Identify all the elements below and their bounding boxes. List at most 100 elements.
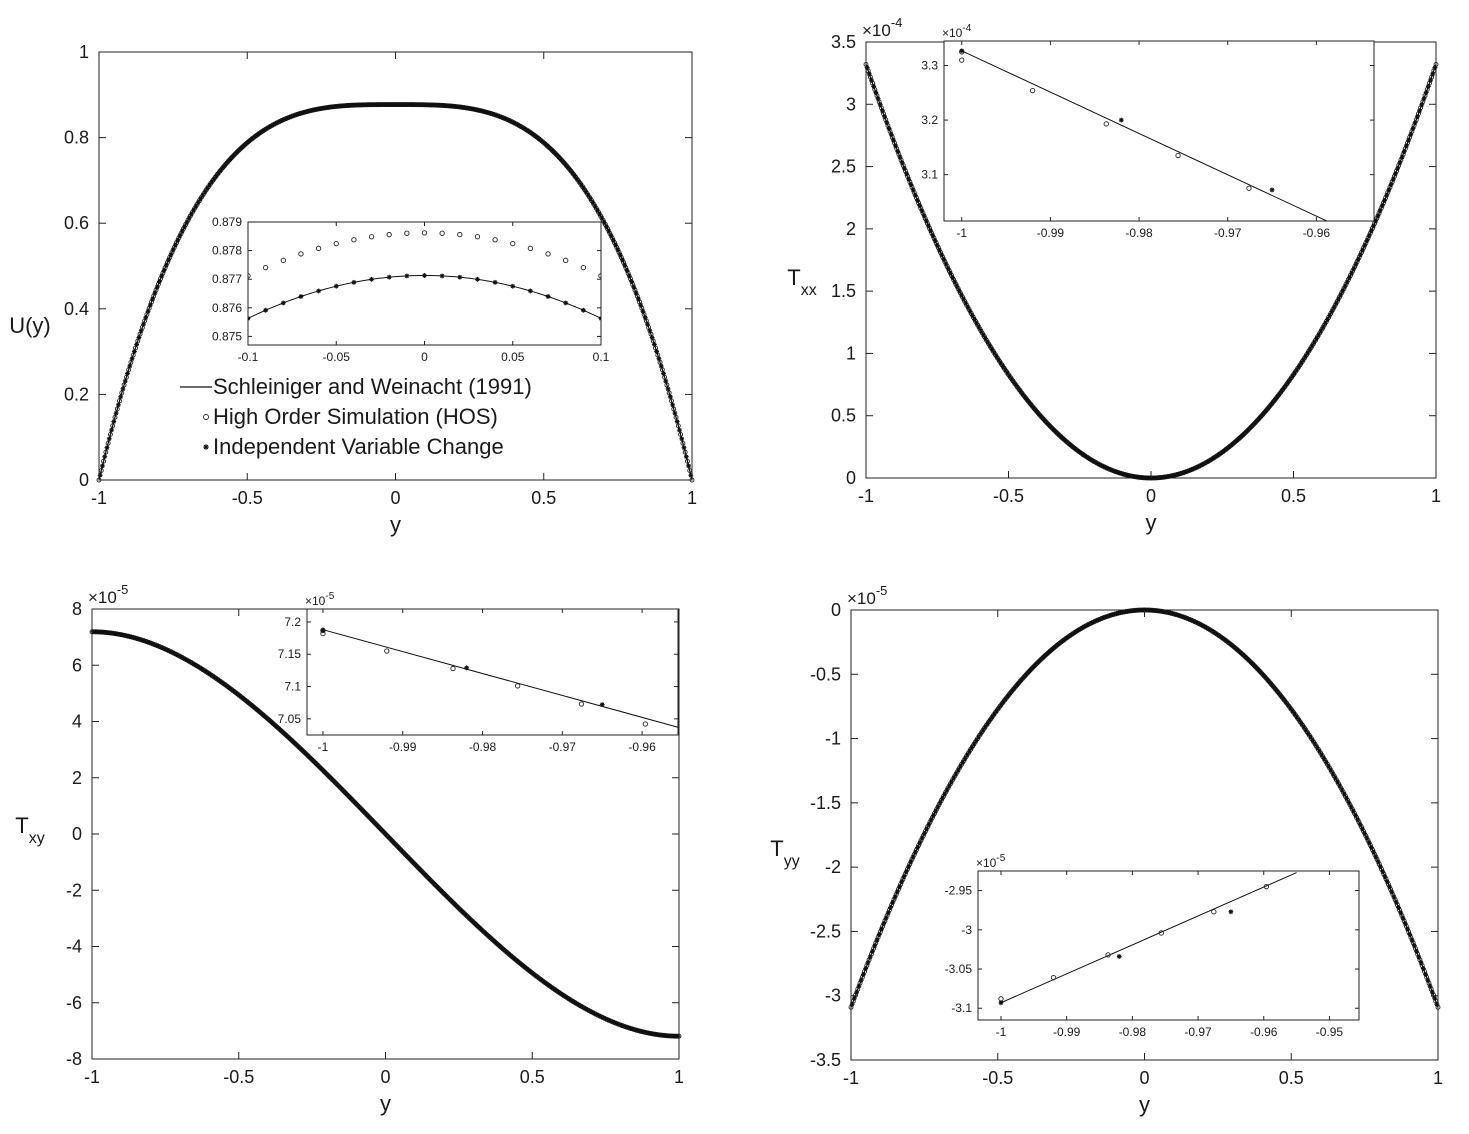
ivc-marker: [932, 238, 938, 243]
ivc-marker: [1408, 131, 1414, 137]
ivc-marker: [191, 207, 197, 213]
ivc-marker: [583, 189, 589, 195]
ivc-marker: [122, 378, 128, 384]
marker-stroke: [139, 328, 144, 333]
marker-stroke: [561, 159, 566, 164]
marker-stroke: [111, 419, 116, 424]
marker-stroke: [501, 116, 506, 121]
ivc-marker: [945, 266, 951, 272]
ivc-marker: [138, 328, 144, 334]
ivc-marker: [1403, 143, 1409, 149]
hos-marker: [315, 245, 322, 251]
axis-exponent: ×10-4: [862, 15, 902, 40]
ivc-marker: [681, 445, 687, 451]
ivc-marker: [1349, 270, 1355, 276]
ivc-marker: [111, 419, 117, 424]
ivc-marker: [475, 276, 480, 282]
marker-stroke: [440, 273, 445, 279]
ivc-marker: [177, 233, 183, 239]
hos-marker: [682, 449, 688, 455]
ivc-marker: [952, 279, 958, 285]
marker-stroke: [681, 445, 687, 450]
marker-stroke: [510, 284, 515, 289]
inset-panel: -0.1 -0.05 0 0.05 0.1 0.875 0.876 0.877 0.878 0.8…: [212, 215, 610, 364]
marker-stroke: [104, 445, 110, 450]
ivc-marker: [661, 371, 666, 376]
inset-axes-frame: [247, 221, 602, 346]
hos-marker: [368, 234, 375, 240]
x-tick-label: 0: [390, 488, 400, 508]
marker-stroke: [618, 252, 623, 257]
ivc-marker: [1399, 154, 1405, 160]
ivc-marker: [127, 363, 133, 369]
marker-stroke: [129, 356, 135, 361]
y-tick-label: 3: [846, 94, 856, 114]
ivc-marker: [950, 275, 956, 280]
marker-stroke: [529, 130, 534, 136]
ivc-marker: [620, 257, 625, 263]
marker-stroke: [515, 122, 520, 127]
ivc-marker: [118, 394, 124, 400]
ivc-marker: [182, 224, 187, 230]
ivc-marker: [134, 342, 140, 347]
hos-marker: [117, 398, 122, 404]
legend: Schleiniger and Weinacht (1991) High Orde…: [180, 374, 532, 459]
marker-stroke: [387, 275, 392, 280]
y-tick-label: 0.4: [64, 299, 89, 319]
hos-marker: [98, 468, 104, 474]
marker-stroke: [334, 284, 339, 289]
ivc-marker: [202, 189, 208, 195]
ivc-marker: [886, 126, 892, 131]
ivc-marker: [910, 187, 916, 193]
marker-stroke: [679, 436, 684, 441]
ivc-marker: [654, 349, 660, 354]
y-axis-label: Txx: [787, 265, 816, 299]
marker-stroke: [675, 419, 680, 424]
x-tick-label: -1: [858, 486, 874, 506]
marker-stroke: [590, 200, 595, 205]
marker-stroke: [510, 120, 516, 125]
ivc-marker: [961, 296, 966, 302]
ivc-marker: [166, 257, 171, 263]
y-tick-label: 3.1: [921, 168, 938, 182]
marker-stroke: [116, 402, 121, 407]
inset-plot-area: [248, 230, 601, 321]
y-tick-label: 0.5: [831, 406, 856, 426]
ivc-marker: [161, 268, 167, 273]
ivc-marker: [663, 378, 669, 384]
marker-stroke: [611, 238, 616, 243]
ivc-marker: [638, 302, 644, 308]
ivc-marker: [941, 257, 947, 262]
ivc-marker: [1371, 223, 1376, 229]
ivc-marker: [1377, 208, 1383, 214]
ivc-marker: [147, 302, 153, 308]
marker-stroke: [107, 436, 112, 441]
marker-stroke: [369, 277, 374, 282]
ivc-marker: [200, 192, 206, 198]
marker-stroke: [177, 233, 183, 238]
x-tick-label: -0.99: [1037, 226, 1065, 240]
x-tick-label: 0: [421, 350, 428, 364]
x-tick-label: 1: [687, 488, 697, 508]
ivc-marker: [633, 290, 639, 296]
y-axis-label: U(y): [9, 313, 51, 338]
marker-stroke: [627, 273, 632, 279]
y-tick-label: 0.2: [64, 384, 89, 404]
ivc-marker: [679, 436, 685, 442]
x-tick-label: -0.97: [1214, 226, 1242, 240]
marker-stroke: [114, 411, 119, 416]
marker-stroke: [504, 117, 509, 122]
marker-stroke: [200, 193, 205, 198]
hos-marker: [112, 414, 118, 420]
marker-stroke: [248, 317, 251, 321]
marker-stroke: [207, 182, 212, 188]
hos-marker: [421, 230, 428, 236]
hos-marker: [687, 468, 693, 474]
marker-stroke: [670, 402, 675, 407]
marker-stroke: [118, 394, 123, 399]
marker-stroke: [184, 220, 189, 225]
marker-stroke: [654, 349, 659, 354]
marker-stroke: [604, 224, 609, 229]
marker-stroke: [205, 186, 210, 191]
marker-stroke: [136, 335, 141, 340]
